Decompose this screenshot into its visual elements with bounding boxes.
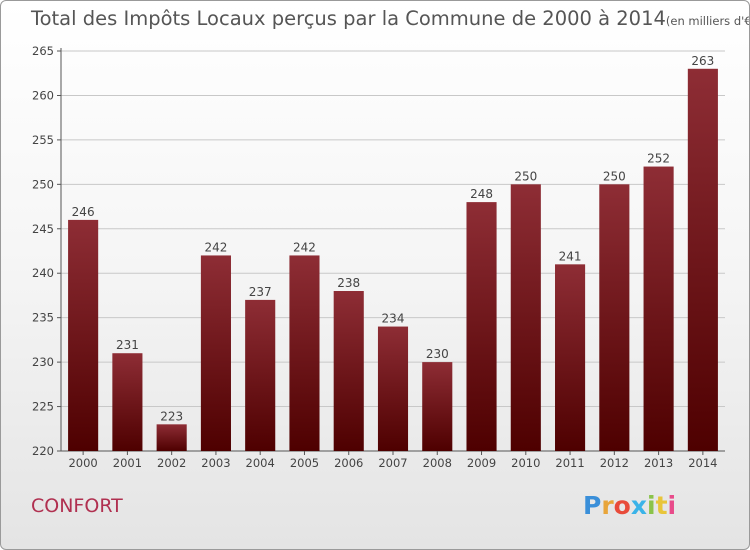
y-tick-label: 235 xyxy=(32,311,54,325)
bar-value-label: 246 xyxy=(72,205,95,219)
commune-name: CONFORT xyxy=(31,495,123,517)
y-tick-label: 245 xyxy=(32,222,54,236)
x-tick-label: 2004 xyxy=(246,456,275,470)
x-tick-label: 2006 xyxy=(334,456,363,470)
x-tick-label: 2002 xyxy=(157,456,186,470)
x-tick-label: 2008 xyxy=(423,456,452,470)
labels: 246 231 223 242 237 242 238 234 230 248 250 241 250 2… xyxy=(72,54,715,424)
bar xyxy=(555,264,586,451)
y-tick-label: 250 xyxy=(32,177,54,191)
bar-value-label: 230 xyxy=(426,347,449,361)
logo-letter: r xyxy=(601,491,614,520)
logo-letter: x xyxy=(630,491,647,520)
y-tick-label: 220 xyxy=(32,444,54,458)
bar xyxy=(112,353,143,451)
bar-value-label: 242 xyxy=(204,240,227,254)
x-tick-label: 2011 xyxy=(555,456,584,470)
bar-value-label: 250 xyxy=(514,169,537,183)
logo-letter: t xyxy=(655,491,668,520)
bar-value-label: 234 xyxy=(382,312,405,326)
y-tick-label: 260 xyxy=(32,88,54,102)
y-tick-label: 230 xyxy=(32,355,54,369)
bar-value-label: 238 xyxy=(337,276,360,290)
x-tick-label: 2010 xyxy=(511,456,540,470)
bar xyxy=(68,219,99,451)
bar xyxy=(599,184,630,452)
axes: 220 225 230 235 240 245 250 255 260 265 2000 2001 20… xyxy=(32,44,725,470)
x-tick-label: 2003 xyxy=(201,456,230,470)
bar xyxy=(289,255,320,451)
y-tick-label: 225 xyxy=(32,400,54,414)
y-tick-label: 255 xyxy=(32,133,54,147)
logo-letter: P xyxy=(583,491,602,520)
bar xyxy=(466,202,497,451)
y-tick-label: 240 xyxy=(32,266,54,280)
bar-value-label: 252 xyxy=(647,152,670,166)
x-tick-label: 2012 xyxy=(600,456,629,470)
bar xyxy=(510,184,541,452)
bar-value-label: 231 xyxy=(116,338,139,352)
x-tick-label: 2013 xyxy=(644,456,673,470)
bar xyxy=(643,166,674,452)
bar-value-label: 248 xyxy=(470,187,493,201)
logo-letter: i xyxy=(647,491,656,520)
x-tick-label: 2001 xyxy=(113,456,142,470)
chart-title: Total des Impôts Locaux perçus par la Co… xyxy=(31,7,750,30)
bar-value-label: 241 xyxy=(559,249,582,263)
logo-letter: i xyxy=(667,491,677,520)
bar-value-label: 237 xyxy=(249,285,272,299)
bars xyxy=(68,68,718,452)
bar xyxy=(422,362,453,451)
title-text: Total des Impôts Locaux perçus par la Co… xyxy=(31,7,666,30)
bar-value-label: 250 xyxy=(603,169,626,183)
bar-value-label: 263 xyxy=(691,54,714,68)
x-tick-label: 2007 xyxy=(378,456,407,470)
x-tick-label: 2005 xyxy=(290,456,319,470)
title-unit: (en milliers d'€) xyxy=(665,14,750,28)
bar-value-label: 242 xyxy=(293,240,316,254)
logo-letter: o xyxy=(613,491,631,520)
bar xyxy=(245,299,276,451)
x-tick-label: 2009 xyxy=(467,456,496,470)
bar xyxy=(377,326,409,451)
x-tick-label: 2014 xyxy=(688,456,717,470)
bar xyxy=(687,68,718,452)
x-tick-label: 2000 xyxy=(68,456,97,470)
bar-value-label: 223 xyxy=(160,409,183,423)
bar xyxy=(200,255,231,451)
proxiti-logo: Proxiti xyxy=(583,491,676,520)
y-tick-label: 265 xyxy=(32,44,54,58)
bar xyxy=(156,424,187,451)
bar xyxy=(333,291,364,451)
